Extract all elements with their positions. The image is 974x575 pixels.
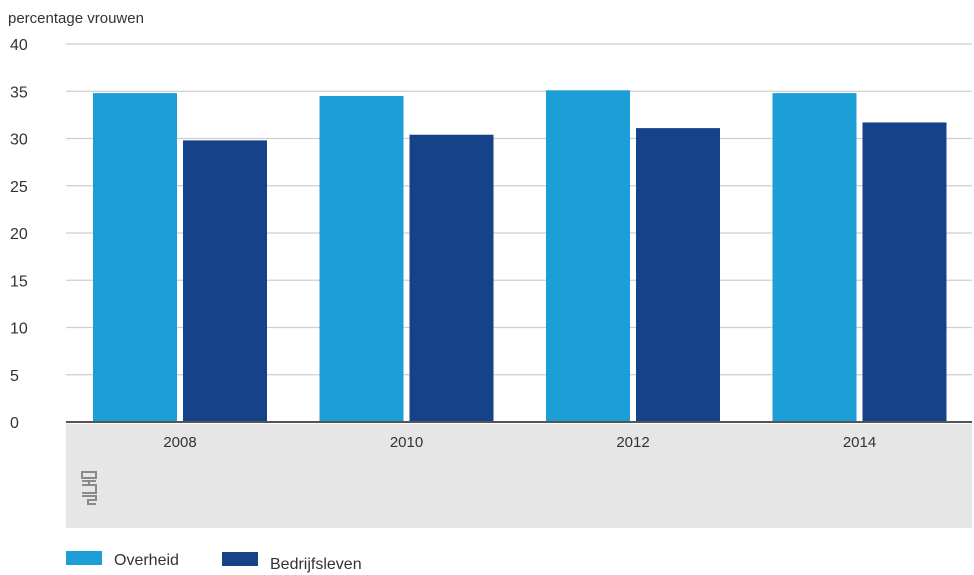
y-tick-label-35: 35: [10, 84, 28, 101]
y-tick-label-40: 40: [10, 37, 28, 54]
bar-bedrijfsleven-2012: [636, 128, 720, 423]
bar-overheid-2010: [319, 95, 404, 422]
bars: [93, 90, 947, 423]
bar-overheid-2014: [772, 93, 857, 422]
y-tick-label-20: 20: [10, 226, 28, 243]
bar-overheid-2008: [93, 93, 177, 422]
legend-label-bedrijfsleven: Bedrijfsleven: [270, 556, 362, 573]
legend: Overheid Bedrijfsleven: [66, 551, 362, 573]
y-tick-label-15: 15: [10, 273, 28, 290]
legend-swatch-bedrijfsleven: [222, 552, 258, 566]
x-tick-label-2008: 2008: [163, 434, 196, 451]
bar-bedrijfsleven-2014: [862, 122, 947, 422]
bar-overheid-2012: [546, 90, 630, 423]
bar-bedrijfsleven-2008: [183, 140, 267, 422]
y-tick-label-5: 5: [10, 368, 19, 385]
y-axis-title: percentage vrouwen: [8, 10, 144, 27]
axis-band: [66, 424, 972, 528]
x-tick-label-2012: 2012: [616, 434, 649, 451]
x-tick-label-2010: 2010: [390, 434, 423, 451]
y-tick-label-0: 0: [10, 415, 19, 432]
cbs-logo-icon: [81, 471, 97, 505]
y-axis-ticks: 0 5 10 15 20 25 30 35 40: [10, 37, 28, 432]
y-tick-label-10: 10: [10, 321, 28, 338]
x-tick-label-2014: 2014: [843, 434, 876, 451]
legend-label-overheid: Overheid: [114, 552, 179, 569]
legend-swatch-overheid: [66, 551, 102, 565]
y-tick-label-30: 30: [10, 132, 28, 149]
x-axis-categories: 2008 2010 2012 2014: [163, 434, 876, 451]
y-tick-label-25: 25: [10, 179, 28, 196]
bar-bedrijfsleven-2010: [409, 134, 494, 422]
